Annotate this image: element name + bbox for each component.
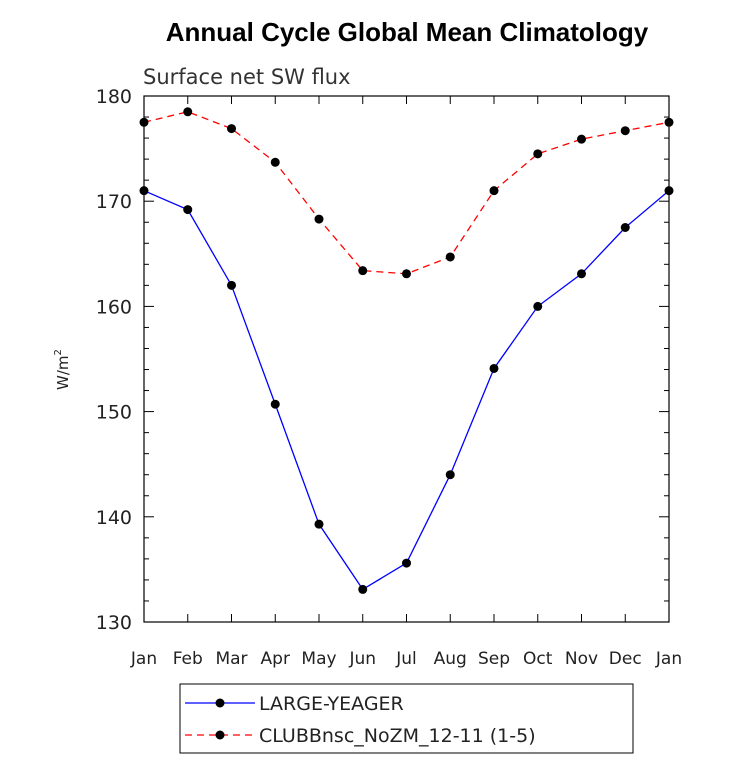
y-axis-label: W/m2 — [53, 349, 72, 390]
data-point — [664, 186, 674, 196]
x-tick-label: Jan — [130, 649, 157, 669]
data-point — [183, 107, 193, 117]
data-point — [270, 399, 280, 409]
data-point — [577, 269, 586, 279]
y-tick-label: 140 — [96, 507, 132, 529]
data-point — [533, 149, 543, 159]
data-point — [183, 205, 193, 215]
x-tick-label: Feb — [173, 649, 203, 669]
x-tick-label: Aug — [434, 649, 467, 669]
data-point — [139, 117, 149, 127]
legend: LARGE-YEAGER CLUBBnsc_NoZM_12-11 (1-5) — [179, 683, 634, 754]
y-axis-label-text: W/m — [54, 356, 72, 391]
data-point — [445, 470, 455, 480]
data-point — [620, 126, 630, 136]
chart-subtitle: Surface net SW flux — [143, 65, 351, 89]
y-axis-tick-labels: 130 140 150 160 170 180 — [96, 86, 132, 634]
chart-title: Annual Cycle Global Mean Climatology — [166, 17, 649, 47]
x-tick-label: May — [301, 649, 336, 669]
data-point — [445, 252, 455, 262]
data-point — [227, 124, 236, 134]
x-tick-label: Apr — [261, 649, 290, 669]
data-point — [270, 157, 280, 167]
x-tick-label: Dec — [609, 649, 642, 669]
data-point — [577, 134, 586, 144]
data-point — [620, 223, 630, 232]
data-point — [402, 558, 411, 568]
y-tick-label: 160 — [96, 296, 132, 318]
series-line — [143, 111, 670, 275]
data-point — [139, 186, 149, 196]
x-tick-label: Jul — [395, 649, 417, 669]
y-axis-label-superscript: 2 — [53, 349, 64, 355]
y-tick-label: 180 — [96, 86, 132, 108]
legend-marker — [215, 698, 225, 708]
data-point — [227, 280, 236, 290]
y-tick-label: 170 — [96, 191, 132, 213]
x-tick-label: Oct — [523, 649, 553, 669]
data-point — [664, 117, 674, 127]
legend-marker — [215, 730, 225, 740]
data-point — [489, 363, 499, 373]
plot-frame — [143, 95, 670, 623]
data-point — [402, 269, 411, 279]
data-point — [533, 301, 543, 311]
plot-area — [143, 95, 670, 623]
legend-label: CLUBBnsc_NoZM_12-11 (1-5) — [259, 725, 536, 747]
x-axis-tick-labels: Jan Feb Mar Apr May Jun Jul Aug Sep Oct Nov Dec Jan — [130, 649, 682, 669]
legend-label: LARGE-YEAGER — [259, 693, 404, 715]
x-tick-label: Nov — [565, 649, 598, 669]
data-point — [314, 214, 324, 224]
x-tick-label: Jun — [348, 649, 376, 669]
data-point — [489, 186, 499, 196]
data-point — [358, 584, 368, 594]
data-point — [358, 266, 368, 276]
axis-ticks — [143, 95, 670, 623]
y-tick-label: 130 — [96, 612, 132, 634]
series-layer — [139, 107, 674, 594]
series-line — [143, 190, 670, 591]
y-tick-label: 150 — [96, 402, 132, 424]
x-tick-label: Sep — [478, 649, 510, 669]
legend-box — [179, 683, 634, 754]
x-tick-label: Jan — [655, 649, 682, 669]
x-tick-label: Mar — [215, 649, 247, 669]
data-point — [314, 519, 324, 529]
